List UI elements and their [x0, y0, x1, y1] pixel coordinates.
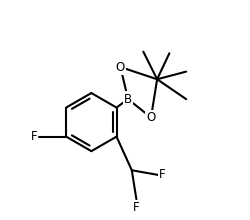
Text: O: O	[146, 111, 156, 124]
Text: F: F	[30, 130, 37, 143]
Text: B: B	[124, 93, 132, 106]
Text: F: F	[159, 168, 166, 181]
Text: F: F	[133, 201, 140, 214]
Text: O: O	[116, 61, 125, 73]
